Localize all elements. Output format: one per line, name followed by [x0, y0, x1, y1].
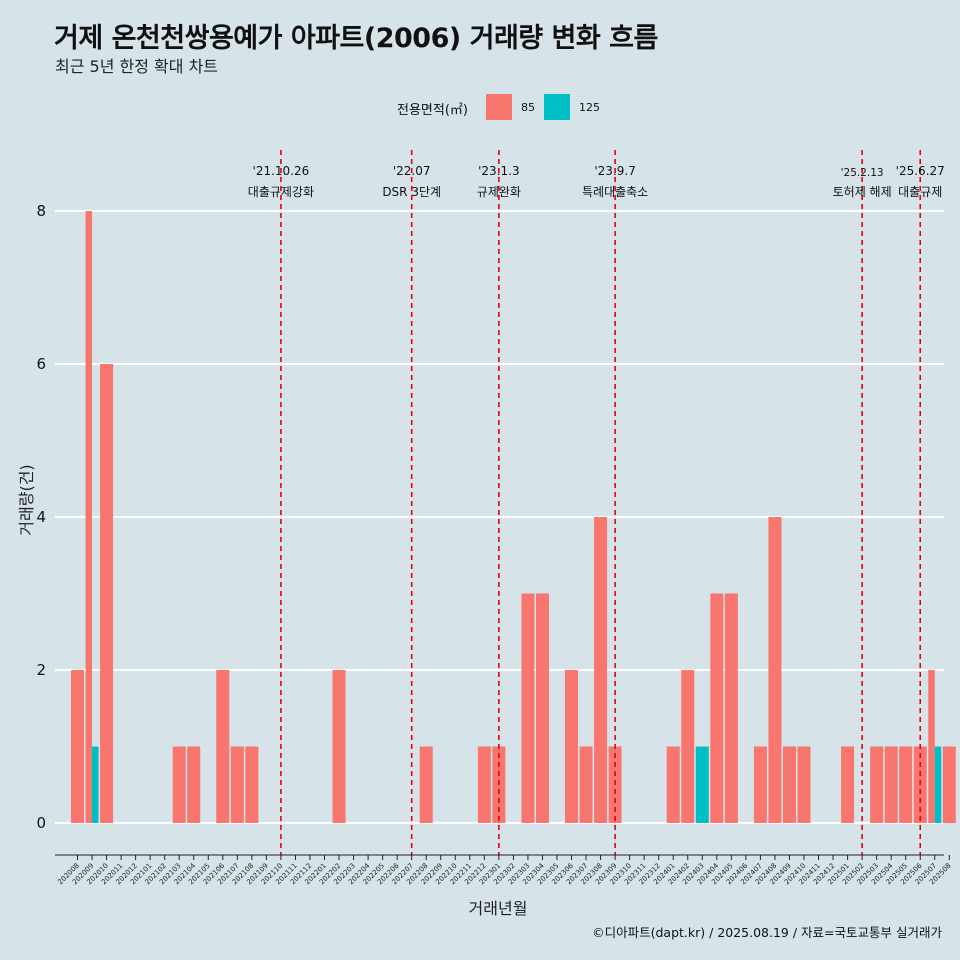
bar-125-202403 — [695, 746, 709, 823]
bar-85-202507 — [928, 670, 935, 823]
bar-85-202410 — [797, 746, 811, 823]
legend-label-85: 85 — [521, 101, 535, 114]
y-tick-label: 0 — [36, 814, 46, 832]
legend-label-125: 125 — [579, 101, 600, 114]
bar-85-202401 — [666, 746, 680, 823]
event-label: 토허제 해제 — [833, 185, 892, 199]
y-tick-label: 4 — [36, 508, 46, 526]
bar-85-202402 — [681, 670, 695, 823]
bar-125-202507 — [934, 746, 942, 823]
bar-85-202409 — [782, 746, 796, 823]
event-date-label: '23.1.3 — [478, 164, 519, 178]
event-date-label: '25.2.13 — [841, 167, 884, 179]
bar-85-202104 — [187, 746, 201, 823]
x-axis-title: 거래년월 — [469, 899, 528, 918]
event-label: 대출규제강화 — [248, 185, 314, 199]
bar-85-202508 — [942, 746, 956, 823]
event-date-label: '21.10.26 — [253, 164, 310, 178]
event-date-label: '25.6.27 — [896, 164, 945, 178]
bar-85-202503 — [870, 746, 884, 823]
bar-85-202501 — [841, 746, 855, 823]
bar-85-202405 — [724, 593, 738, 823]
event-label: DSR 3단계 — [382, 185, 441, 199]
bar-85-202202 — [332, 670, 346, 823]
y-tick-label: 2 — [36, 661, 46, 679]
legend-title: 전용면적(㎡) — [397, 103, 468, 118]
y-tick-label: 8 — [36, 202, 46, 220]
bar-125-202009 — [92, 746, 99, 823]
event-label: 규제완화 — [477, 185, 521, 199]
bar-85-202212 — [477, 746, 491, 823]
bar-85-202404 — [710, 593, 724, 823]
bar-85-202304 — [535, 593, 549, 823]
bar-85-202306 — [565, 670, 579, 823]
event-date-label: '23.9.7 — [594, 164, 635, 178]
event-label: 대출규제 — [898, 185, 942, 199]
legend-swatch-125 — [544, 94, 570, 120]
bar-85-202303 — [521, 593, 535, 823]
event-label: 특례대출축소 — [582, 185, 648, 199]
bar-85-202308 — [594, 517, 608, 823]
bar-85-202504 — [884, 746, 898, 823]
legend-swatch-85 — [486, 94, 512, 120]
bar-85-202307 — [579, 746, 593, 823]
event-date-label: '22.07 — [393, 164, 431, 178]
bar-85-202505 — [899, 746, 913, 823]
bar-85-202009 — [85, 211, 93, 823]
chart-title: 거제 온천천쌍용예가 아파트(2006) 거래량 변화 흐름 — [54, 23, 658, 54]
bar-85-202408 — [768, 517, 782, 823]
chart-subtitle: 최근 5년 한정 확대 차트 — [55, 57, 219, 76]
bar-85-202107 — [230, 746, 244, 823]
bar-85-202106 — [216, 670, 230, 823]
y-tick-label: 6 — [36, 355, 46, 373]
y-axis-title: 거래량(건) — [17, 464, 36, 535]
bar-85-202407 — [753, 746, 767, 823]
source-caption: ©디아파트(dapt.kr) / 2025.08.19 / 자료=국토교통부 실… — [592, 925, 942, 940]
bar-85-202103 — [172, 746, 186, 823]
bar-85-202008 — [71, 670, 84, 823]
bar-85-202108 — [245, 746, 259, 823]
bar-85-202208 — [419, 746, 433, 823]
bar-85-202010 — [100, 364, 114, 823]
legend: 전용면적(㎡) 85 125 — [0, 94, 960, 122]
